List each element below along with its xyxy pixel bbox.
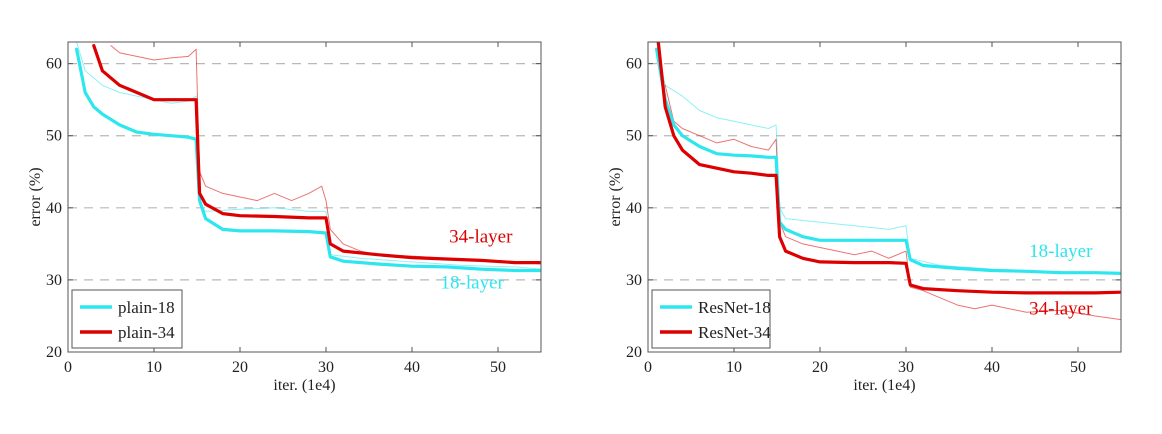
x-axis-label: iter. (1e4)	[273, 377, 335, 394]
annotation-label: 18-layer	[1029, 241, 1093, 262]
series-line-plain-18	[74, 47, 541, 273]
x-tick-label: 30	[898, 359, 914, 376]
legend-box	[651, 289, 771, 349]
x-tick-label: 30	[318, 359, 334, 376]
y-tick-label: 60	[626, 56, 642, 73]
y-tick-label: 20	[626, 344, 642, 361]
x-tick-label: 50	[490, 359, 506, 376]
x-tick-label: 40	[984, 359, 1000, 376]
legend: ResNet-18 ResNet-34	[651, 289, 771, 349]
x-tick-label: 20	[232, 359, 248, 376]
y-tick-label: 30	[626, 272, 642, 289]
y-tick-label: 60	[46, 56, 62, 73]
annotation-label: 34-layer	[1029, 299, 1093, 320]
x-tick-label: 0	[644, 359, 652, 376]
series-line-resnet-34-train	[664, 84, 1121, 321]
x-tick-label: 40	[404, 359, 420, 376]
series-line-plain-18-train	[76, 42, 541, 270]
legend-entry-label: plain-34	[118, 323, 175, 342]
x-tick-label: 0	[64, 359, 72, 376]
y-tick-label: 40	[626, 200, 642, 217]
x-tick-label: 10	[726, 359, 742, 376]
series-line-resnet-18	[654, 47, 1121, 275]
data-series-group	[74, 42, 541, 273]
legend: plain-18 plain-34	[71, 289, 183, 349]
annotation-label: 18-layer	[441, 273, 505, 294]
y-axis-label: error (%)	[27, 167, 44, 226]
y-tick-label: 20	[46, 344, 62, 361]
plot-frame	[67, 41, 542, 353]
legend-entry-label: ResNet-34	[698, 323, 771, 342]
chart-resnet-networks: 0 10 20 30 40 50 20 30 40 50 60 iter. (1e4) error (%…	[607, 41, 1122, 394]
data-series-group	[654, 42, 1121, 321]
y-tick-label: 40	[46, 200, 62, 217]
y-tick-label: 30	[46, 272, 62, 289]
legend-entry-label: plain-18	[118, 298, 175, 317]
y-tick-label: 50	[626, 128, 642, 145]
x-axis-label: iter. (1e4)	[853, 377, 915, 394]
x-tick-label: 10	[146, 359, 162, 376]
annotation-label: 34-layer	[449, 226, 513, 247]
x-tick-label: 20	[812, 359, 828, 376]
series-line-plain-34	[92, 43, 541, 265]
legend-box	[71, 289, 183, 349]
plot-frame	[647, 41, 1122, 353]
series-line-resnet-34	[656, 42, 1121, 295]
legend-entry-label: ResNet-18	[698, 298, 771, 317]
y-tick-label: 50	[46, 128, 62, 145]
y-axis-label: error (%)	[607, 167, 624, 226]
x-tick-label: 50	[1070, 359, 1086, 376]
chart-plain-networks: 0 10 20 30 40 50 20 30 40 50 60 iter. (1e4) error (%…	[27, 41, 542, 394]
